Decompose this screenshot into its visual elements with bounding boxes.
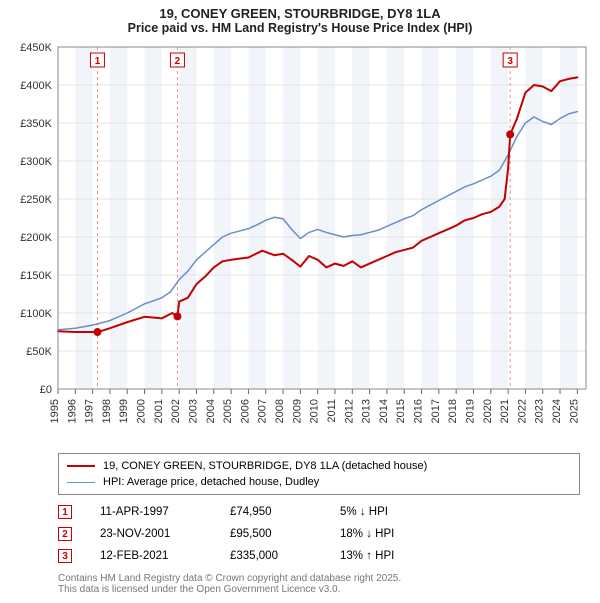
legend: 19, CONEY GREEN, STOURBRIDGE, DY8 1LA (d…: [58, 453, 580, 495]
sale-marker-number: 3: [507, 56, 513, 67]
sales-row-delta: 18% ↓ HPI: [340, 528, 460, 540]
x-tick-label: 1995: [49, 399, 61, 423]
x-tick-label: 2024: [551, 399, 563, 423]
sale-marker-dot: [506, 130, 514, 138]
page: 19, CONEY GREEN, STOURBRIDGE, DY8 1LA Pr…: [0, 0, 600, 595]
x-tick-label: 2025: [568, 399, 580, 423]
x-tick-label: 2001: [153, 399, 165, 423]
x-tick-label: 2021: [499, 399, 511, 423]
x-tick-label: 2018: [447, 399, 459, 423]
sales-row-price: £335,000: [230, 550, 340, 562]
attribution-footer: Contains HM Land Registry data © Crown c…: [58, 573, 580, 595]
x-tick-label: 2008: [274, 399, 286, 423]
x-tick-label: 2006: [239, 399, 251, 423]
x-tick-label: 2014: [378, 399, 390, 423]
x-tick-label: 2023: [534, 399, 546, 423]
x-tick-label: 1998: [101, 399, 113, 423]
y-tick-label: £450K: [20, 42, 52, 54]
x-tick-label: 2022: [516, 399, 528, 423]
chart-title: 19, CONEY GREEN, STOURBRIDGE, DY8 1LA Pr…: [0, 0, 600, 37]
y-tick-label: £50K: [26, 346, 52, 358]
y-tick-label: £200K: [20, 232, 52, 244]
x-tick-label: 2012: [343, 399, 355, 423]
footer-line-1: Contains HM Land Registry data © Crown c…: [58, 573, 580, 584]
y-tick-label: £350K: [20, 118, 52, 130]
sales-row-date: 11-APR-1997: [100, 506, 230, 518]
sales-row-price: £74,950: [230, 506, 340, 518]
title-line-1: 19, CONEY GREEN, STOURBRIDGE, DY8 1LA: [10, 6, 590, 21]
legend-label: HPI: Average price, detached house, Dudl…: [103, 476, 319, 488]
x-tick-label: 2010: [309, 399, 321, 423]
x-tick-label: 2016: [413, 399, 425, 423]
sales-row: 3 12-FEB-2021£335,00013% ↑ HPI: [58, 545, 580, 567]
x-tick-label: 2015: [395, 399, 407, 423]
sales-row-date: 12-FEB-2021: [100, 550, 230, 562]
x-tick-label: 2005: [222, 399, 234, 423]
sales-row-price: £95,500: [230, 528, 340, 540]
x-tick-label: 2000: [136, 399, 148, 423]
legend-swatch: [67, 482, 95, 483]
sales-table: 1 11-APR-1997£74,9505% ↓ HPI 2 23-NOV-2001£…: [58, 501, 580, 567]
y-tick-label: £0: [40, 384, 52, 396]
x-tick-label: 2019: [464, 399, 476, 423]
title-line-2: Price paid vs. HM Land Registry's House …: [10, 21, 590, 35]
x-tick-label: 2004: [205, 399, 217, 423]
legend-label: 19, CONEY GREEN, STOURBRIDGE, DY8 1LA (d…: [103, 460, 427, 472]
legend-swatch: [67, 465, 95, 467]
legend-item: 19, CONEY GREEN, STOURBRIDGE, DY8 1LA (d…: [67, 458, 571, 474]
y-tick-label: £150K: [20, 270, 52, 282]
y-tick-label: £300K: [20, 156, 52, 168]
x-tick-label: 2003: [187, 399, 199, 423]
y-tick-label: £100K: [20, 308, 52, 320]
sale-marker-number: 2: [175, 56, 181, 67]
y-tick-label: £250K: [20, 194, 52, 206]
sale-marker-number: 1: [95, 56, 101, 67]
sales-row-delta: 5% ↓ HPI: [340, 506, 460, 518]
x-tick-label: 2002: [170, 399, 182, 423]
x-tick-label: 2009: [291, 399, 303, 423]
chart-svg: £0 £50K £100K £150K £200K £250K £300K £350K £400…: [0, 37, 600, 447]
sales-row-marker: 3: [58, 549, 72, 563]
x-tick-label: 1996: [66, 399, 78, 423]
x-tick-label: 2013: [361, 399, 373, 423]
sales-row: 1 11-APR-1997£74,9505% ↓ HPI: [58, 501, 580, 523]
sales-row-marker: 2: [58, 527, 72, 541]
sales-row-date: 23-NOV-2001: [100, 528, 230, 540]
x-tick-label: 1999: [118, 399, 130, 423]
sales-row: 2 23-NOV-2001£95,50018% ↓ HPI: [58, 523, 580, 545]
x-tick-label: 1997: [84, 399, 96, 423]
x-tick-label: 2020: [482, 399, 494, 423]
x-tick-label: 2011: [326, 399, 338, 423]
sales-row-marker: 1: [58, 505, 72, 519]
sale-marker-dot: [93, 328, 101, 336]
x-tick-label: 2017: [430, 399, 442, 423]
legend-item: HPI: Average price, detached house, Dudl…: [67, 474, 571, 490]
sale-marker-dot: [173, 312, 181, 320]
x-tick-label: 2007: [257, 399, 269, 423]
y-tick-label: £400K: [20, 80, 52, 92]
sales-row-delta: 13% ↑ HPI: [340, 550, 460, 562]
chart-area: £0 £50K £100K £150K £200K £250K £300K £350K £400…: [0, 37, 600, 447]
